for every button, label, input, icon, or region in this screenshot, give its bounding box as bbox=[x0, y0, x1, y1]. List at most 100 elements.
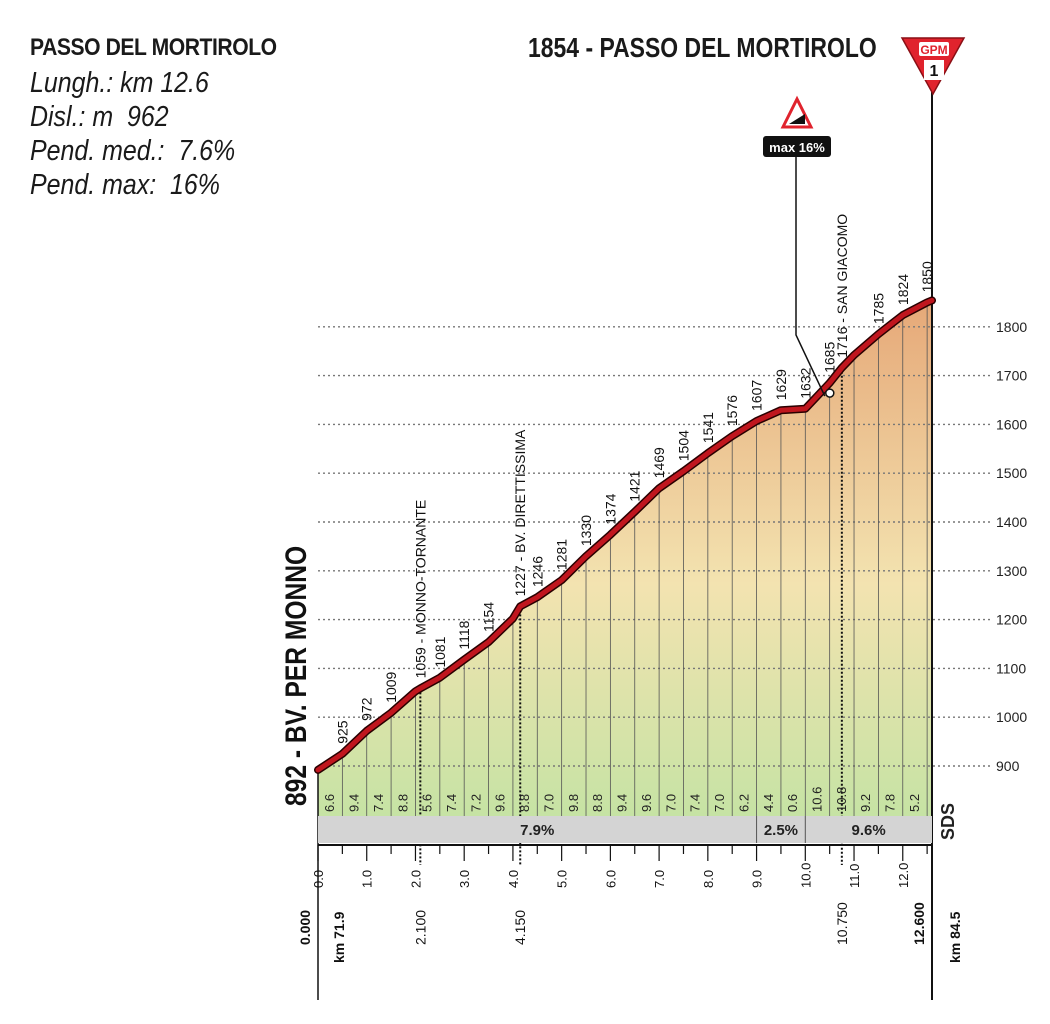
altitude-label: 1607 bbox=[749, 380, 765, 411]
max-grade-stat: Pend. max: 16% bbox=[30, 169, 220, 201]
altitude-label: 925 bbox=[334, 720, 350, 744]
x-tick-label: 10.0 bbox=[798, 863, 813, 888]
race-km-end: km 84.5 bbox=[947, 911, 963, 963]
segment-grade-label: 7.4 bbox=[371, 794, 386, 812]
x-tick-label: 2.0 bbox=[408, 870, 423, 888]
altitude-label: 1576 bbox=[724, 395, 740, 426]
start-label: 892 - BV. PER MONNO bbox=[279, 546, 313, 806]
altitude-label: 1824 bbox=[895, 274, 911, 305]
segment-grade-label: 6.2 bbox=[736, 794, 751, 812]
grade-band bbox=[318, 816, 932, 843]
segment-grade-label: 9.6 bbox=[639, 794, 654, 812]
y-tick-label: 1400 bbox=[996, 514, 1027, 530]
gpm-category: 1 bbox=[930, 63, 939, 80]
x-tick-label: 12.0 bbox=[896, 863, 911, 888]
climb-stat: Disl.: m 962 bbox=[30, 101, 169, 133]
max-grade-badge bbox=[763, 136, 831, 157]
altitude-label: 1685 bbox=[822, 342, 838, 373]
y-tick-label: 1100 bbox=[996, 660, 1026, 676]
altitude-label: 1716 - SAN GIACOMO bbox=[834, 214, 850, 358]
x-tick-label: 11.0 bbox=[847, 864, 862, 888]
y-tick-label: 1800 bbox=[996, 319, 1027, 335]
altitude-label: 1785 bbox=[870, 293, 886, 324]
segment-grade-label: 9.4 bbox=[347, 794, 362, 812]
segment-grade-label: 8.8 bbox=[590, 794, 605, 812]
summit-title: 1854 - PASSO DEL MORTIROLO bbox=[528, 32, 877, 63]
x-tick-label: 9.0 bbox=[750, 870, 765, 888]
length-stat: Lungh.: km 12.6 bbox=[30, 67, 209, 99]
segment-grade-label: 8.8 bbox=[517, 794, 532, 812]
x-tick-label: 5.0 bbox=[555, 870, 570, 888]
y-tick-label: 1300 bbox=[996, 563, 1027, 579]
x-tick-label: 4.0 bbox=[506, 870, 521, 888]
max-grade-label: max 16% bbox=[769, 140, 825, 155]
segment-grade-label: 4.4 bbox=[761, 794, 776, 812]
altitude-label: 1118 bbox=[456, 620, 472, 649]
x-tick-label: 7.0 bbox=[652, 870, 667, 888]
segment-grade-label: 0.6 bbox=[785, 794, 800, 812]
altitude-label: 1059 - MONNO-TORNANTE bbox=[412, 500, 428, 679]
gpm-category-box bbox=[924, 60, 944, 80]
y-tick-label: 1700 bbox=[996, 368, 1027, 384]
sector-grade-label: 9.6% bbox=[852, 822, 886, 839]
x-tick-label: 8.0 bbox=[701, 870, 716, 888]
altitude-label: 1541 bbox=[700, 412, 716, 443]
segment-grade-label: 7.0 bbox=[663, 794, 678, 812]
y-tick-label: 1000 bbox=[996, 709, 1027, 725]
segment-grade-label: 10.6 bbox=[809, 787, 824, 812]
altitude-label: 1009 bbox=[383, 671, 399, 702]
segment-grade-label: 9.4 bbox=[615, 794, 630, 812]
climb-name: PASSO DEL MORTIROLO bbox=[30, 34, 277, 61]
y-tick-label: 1500 bbox=[996, 465, 1027, 481]
altitude-label: 1330 bbox=[578, 515, 594, 546]
segment-grade-label: 8.8 bbox=[395, 794, 410, 812]
altitude-label: 1421 bbox=[627, 470, 643, 501]
segment-grade-label: 5.6 bbox=[420, 794, 435, 812]
sector-grade-label: 7.9% bbox=[520, 822, 554, 839]
segment-grade-label: 7.4 bbox=[688, 794, 703, 812]
altitude-label: 1081 bbox=[432, 636, 448, 667]
profile-area bbox=[318, 300, 932, 816]
segment-grade-label: 10.8 bbox=[834, 787, 849, 812]
altitude-label: 1632 bbox=[797, 367, 813, 398]
segment-grade-label: 7.2 bbox=[468, 794, 483, 812]
segment-grade-label: 7.4 bbox=[444, 794, 459, 812]
gpm-label: GPM bbox=[920, 43, 947, 57]
segment-grade-label: 5.2 bbox=[907, 794, 922, 812]
sds-logo: SDS bbox=[938, 803, 958, 840]
altitude-label: 1281 bbox=[554, 539, 570, 570]
segment-grade-label: 7.0 bbox=[541, 794, 556, 812]
altitude-label: 1629 bbox=[773, 369, 789, 400]
x-tick-label: 1.0 bbox=[360, 870, 375, 888]
segment-grade-label: 7.0 bbox=[712, 794, 727, 812]
distance-mark: 0.000 bbox=[297, 910, 313, 945]
max-grade-point bbox=[825, 388, 835, 398]
segment-grade-label: 9.2 bbox=[858, 794, 873, 812]
profile-line bbox=[315, 297, 935, 773]
distance-mark: 12.600 bbox=[911, 902, 927, 945]
altitude-label: 1504 bbox=[675, 430, 691, 461]
segment-grade-label: 6.6 bbox=[322, 794, 337, 812]
avg-grade-stat: Pend. med.: 7.6% bbox=[30, 135, 236, 167]
distance-mark: 4.150 bbox=[512, 910, 528, 945]
altitude-label: 1154 bbox=[481, 602, 497, 632]
altitude-label: 1850 bbox=[919, 261, 935, 292]
x-tick-label: 6.0 bbox=[603, 870, 618, 888]
x-tick-label: 3.0 bbox=[457, 870, 472, 888]
y-tick-label: 900 bbox=[996, 758, 1020, 774]
altitude-label: 1246 bbox=[529, 556, 545, 587]
gpm-label-box bbox=[919, 42, 949, 56]
y-tick-label: 1200 bbox=[996, 612, 1027, 628]
climb-info-panel: PASSO DEL MORTIROLO Lungh.: km 12.6 Disl… bbox=[30, 34, 310, 202]
altitude-label: 1374 bbox=[602, 493, 618, 524]
altitude-label: 1227 - BV. DIRETTISSIMA bbox=[512, 429, 528, 596]
y-tick-label: 1600 bbox=[996, 416, 1027, 432]
distance-mark: 10.750 bbox=[834, 902, 850, 945]
sector-grade-label: 2.5% bbox=[764, 822, 798, 839]
x-tick-label: 0.0 bbox=[311, 870, 326, 888]
segment-grade-label: 9.8 bbox=[566, 794, 581, 812]
segment-grade-label: 7.8 bbox=[883, 794, 898, 812]
steep-warning-glyph bbox=[789, 114, 805, 124]
altitude-label: 972 bbox=[359, 697, 375, 721]
